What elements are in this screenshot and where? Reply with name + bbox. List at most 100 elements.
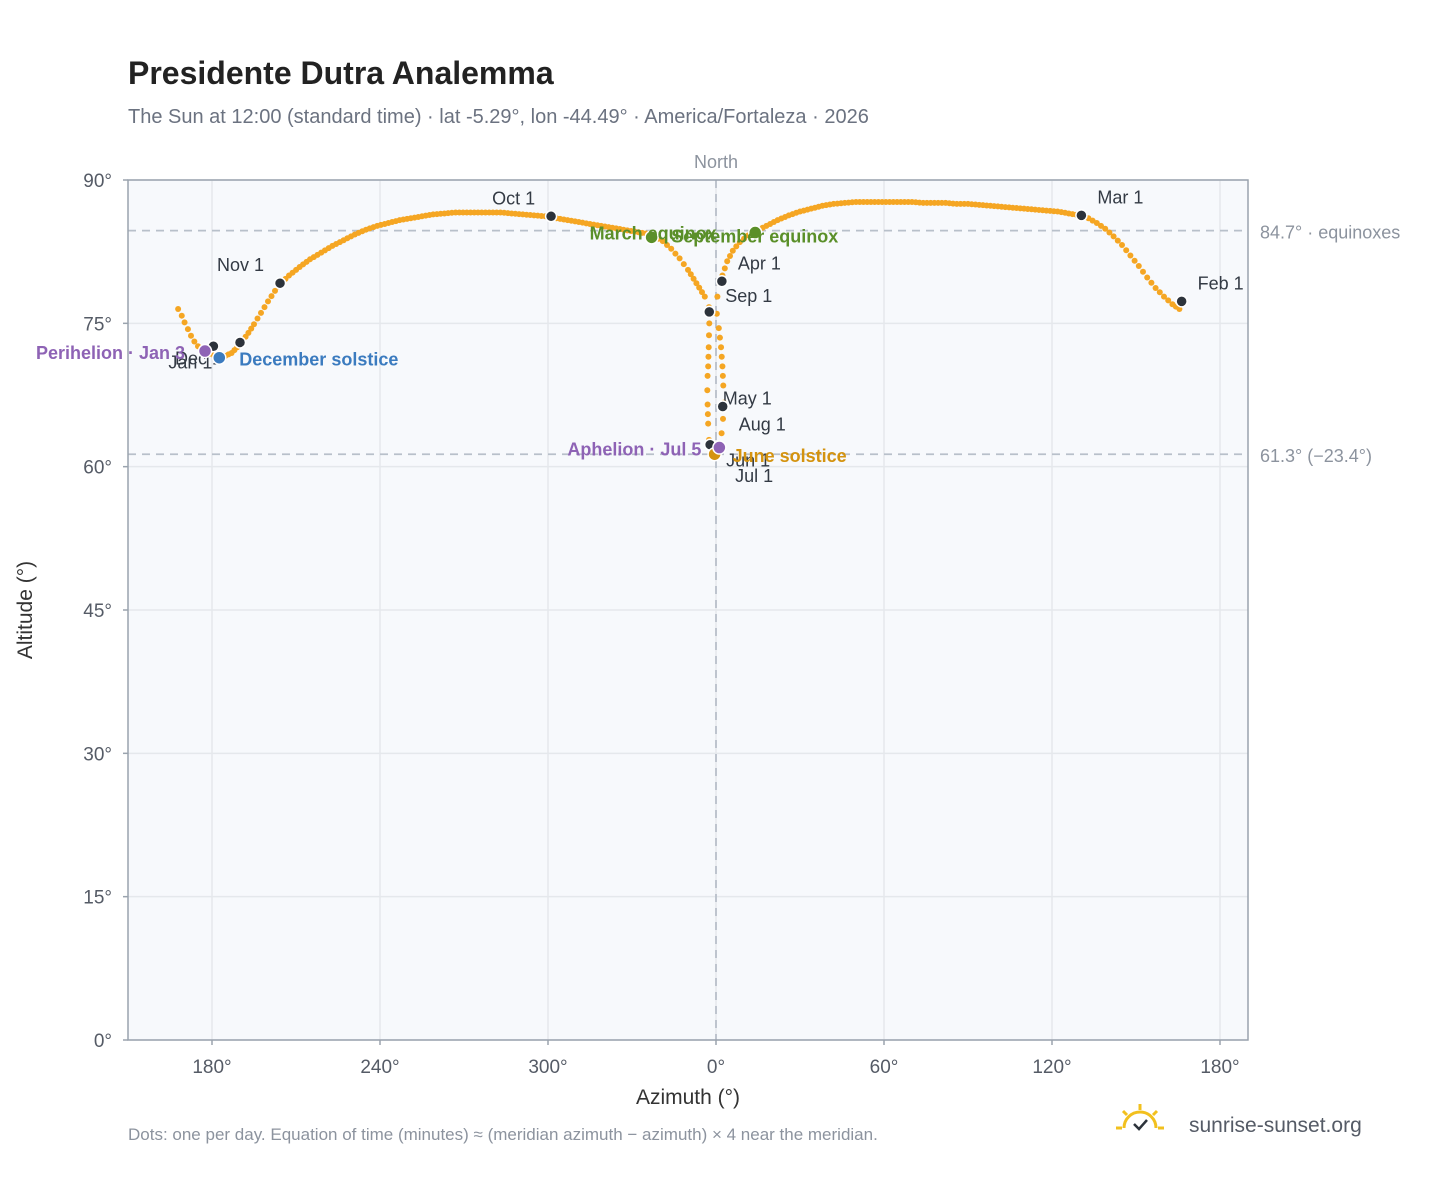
- month-label-4: May 1: [723, 388, 772, 408]
- analemma-dot-176: [721, 265, 728, 272]
- reference-line-label-0: 84.7° · equinoxes: [1260, 223, 1400, 243]
- x-tick-label-5: 120°: [1032, 1057, 1071, 1078]
- analemma-dot-28: [268, 293, 275, 300]
- month-label-10: Nov 1: [217, 255, 264, 275]
- analemma-dot-171: [715, 325, 722, 332]
- y-tick-label-0: 0°: [94, 1031, 112, 1052]
- analemma-dot-155: [704, 411, 711, 418]
- analemma-dot-283: [1123, 247, 1130, 254]
- analemma-dot-144: [699, 289, 705, 296]
- analemma-dot-23: [251, 321, 257, 328]
- analemma-dot-149: [705, 344, 712, 351]
- analemma-dot-178: [727, 252, 733, 259]
- y-tick-label-6: 90°: [83, 171, 112, 192]
- analemma-dot-278: [1102, 225, 1109, 232]
- analemma-dot-293: [1165, 297, 1172, 304]
- chart-subtitle: The Sun at 12:00 (standard time) · lat -…: [128, 106, 869, 128]
- event-label-5: Aphelion · Jul 5: [567, 440, 701, 460]
- reference-lines: 84.7° · equinoxes 61.3° (−23.4°): [128, 223, 1400, 466]
- analemma-dot-167: [719, 363, 726, 370]
- analemma-dot-24: [254, 315, 261, 322]
- y-tick-label-5: 75°: [83, 314, 112, 335]
- north-label: North: [694, 152, 738, 172]
- analemma-dot-152: [704, 372, 711, 379]
- event-label-1: September equinox: [671, 227, 838, 247]
- analemma-dot-4: [188, 332, 194, 339]
- brand-name: sunrise-sunset.org: [1189, 1114, 1362, 1137]
- analemma-dot-288: [1144, 274, 1151, 281]
- analemma-dot-290: [1152, 284, 1159, 291]
- analemma-dot-180: [733, 243, 740, 250]
- month-label-8: Sep 1: [725, 286, 772, 306]
- month-marker-2: [1075, 209, 1088, 222]
- analemma-dot-134: [664, 241, 670, 248]
- analemma-curve: [175, 198, 1183, 459]
- analemma-dot-292: [1161, 293, 1167, 300]
- analemma-dot-173: [714, 293, 721, 300]
- analemma-dot-136: [672, 250, 679, 257]
- y-tick-label-1: 15°: [83, 888, 112, 909]
- event-label-2: December solstice: [239, 350, 398, 370]
- month-label-3: Apr 1: [738, 253, 781, 273]
- analemma-dot-170: [716, 334, 723, 341]
- x-tick-label-6: 180°: [1200, 1057, 1239, 1078]
- analemma-dot-163: [720, 415, 726, 422]
- x-tick-label-2: 300°: [528, 1057, 567, 1078]
- y-tick-label-3: 45°: [83, 601, 112, 622]
- month-label-6: Jul 1: [735, 466, 773, 486]
- x-tick-label-4: 60°: [870, 1057, 899, 1078]
- analemma-dot-135: [668, 245, 675, 252]
- analemma-dot-139: [685, 266, 691, 273]
- event-marker-0: [644, 230, 659, 245]
- x-axis-label: Azimuth (°): [636, 1086, 740, 1109]
- analemma-dot-26: [261, 304, 268, 311]
- month-marker-10: [273, 276, 287, 290]
- x-tick-label-0: 180°: [192, 1057, 231, 1078]
- analemma-dot-29: [272, 287, 278, 294]
- x-tick-label-1: 240°: [360, 1057, 399, 1078]
- analemma-dot-169: [718, 344, 725, 351]
- analemma-dot-21: [245, 329, 252, 336]
- analemma-dot-138: [680, 261, 687, 268]
- analemma-dot-150: [705, 353, 712, 360]
- analemma-dot-287: [1140, 268, 1146, 275]
- month-marker-11: [233, 336, 247, 349]
- analemma-dot-280: [1110, 233, 1117, 240]
- event-marker-1: [747, 225, 763, 240]
- brand-logo: [1116, 1104, 1164, 1131]
- analemma-dot-137: [676, 255, 683, 262]
- event-marker-2: [212, 350, 227, 365]
- analemma-dot-156: [705, 420, 712, 427]
- x-tick-label-3: 0°: [707, 1057, 725, 1078]
- analemma-dot-181: [736, 239, 743, 246]
- analemma-dot-1: [178, 312, 185, 319]
- analemma-dot-22: [248, 325, 255, 332]
- analemma-dot-179: [729, 247, 736, 254]
- analemma-dot-2: [181, 319, 188, 326]
- y-tick-label-2: 30°: [83, 744, 112, 765]
- analemma-dot-291: [1156, 289, 1163, 296]
- analemma-dot-154: [704, 401, 711, 408]
- event-label-3: June solstice: [733, 446, 847, 466]
- month-marker-3: [715, 275, 729, 288]
- month-label-5: Jun 1: [726, 451, 770, 471]
- analemma-dot-153: [704, 387, 711, 394]
- month-label-2: Mar 1: [1097, 187, 1143, 207]
- reference-line-label-1: 61.3° (−23.4°): [1260, 446, 1372, 466]
- analemma-dot-284: [1127, 252, 1134, 259]
- analemma-dot-276: [1093, 220, 1100, 226]
- analemma-dot-25: [258, 309, 264, 316]
- analemma-dot-143: [696, 284, 703, 291]
- analemma-dot-282: [1119, 241, 1125, 248]
- y-axis-ticks: 0° 15° 30° 45° 60° 75° 90°: [83, 171, 128, 1052]
- analemma-dot-5: [191, 338, 198, 345]
- analemma-dot-141: [690, 275, 697, 282]
- event-label-4: Perihelion · Jan 3: [36, 343, 185, 363]
- sun-icon: [1116, 1104, 1164, 1131]
- analemma-dot-277: [1098, 222, 1104, 229]
- analemma-dot-166: [719, 372, 726, 379]
- event-marker-4: [197, 343, 213, 359]
- event-marker-5: [712, 440, 727, 455]
